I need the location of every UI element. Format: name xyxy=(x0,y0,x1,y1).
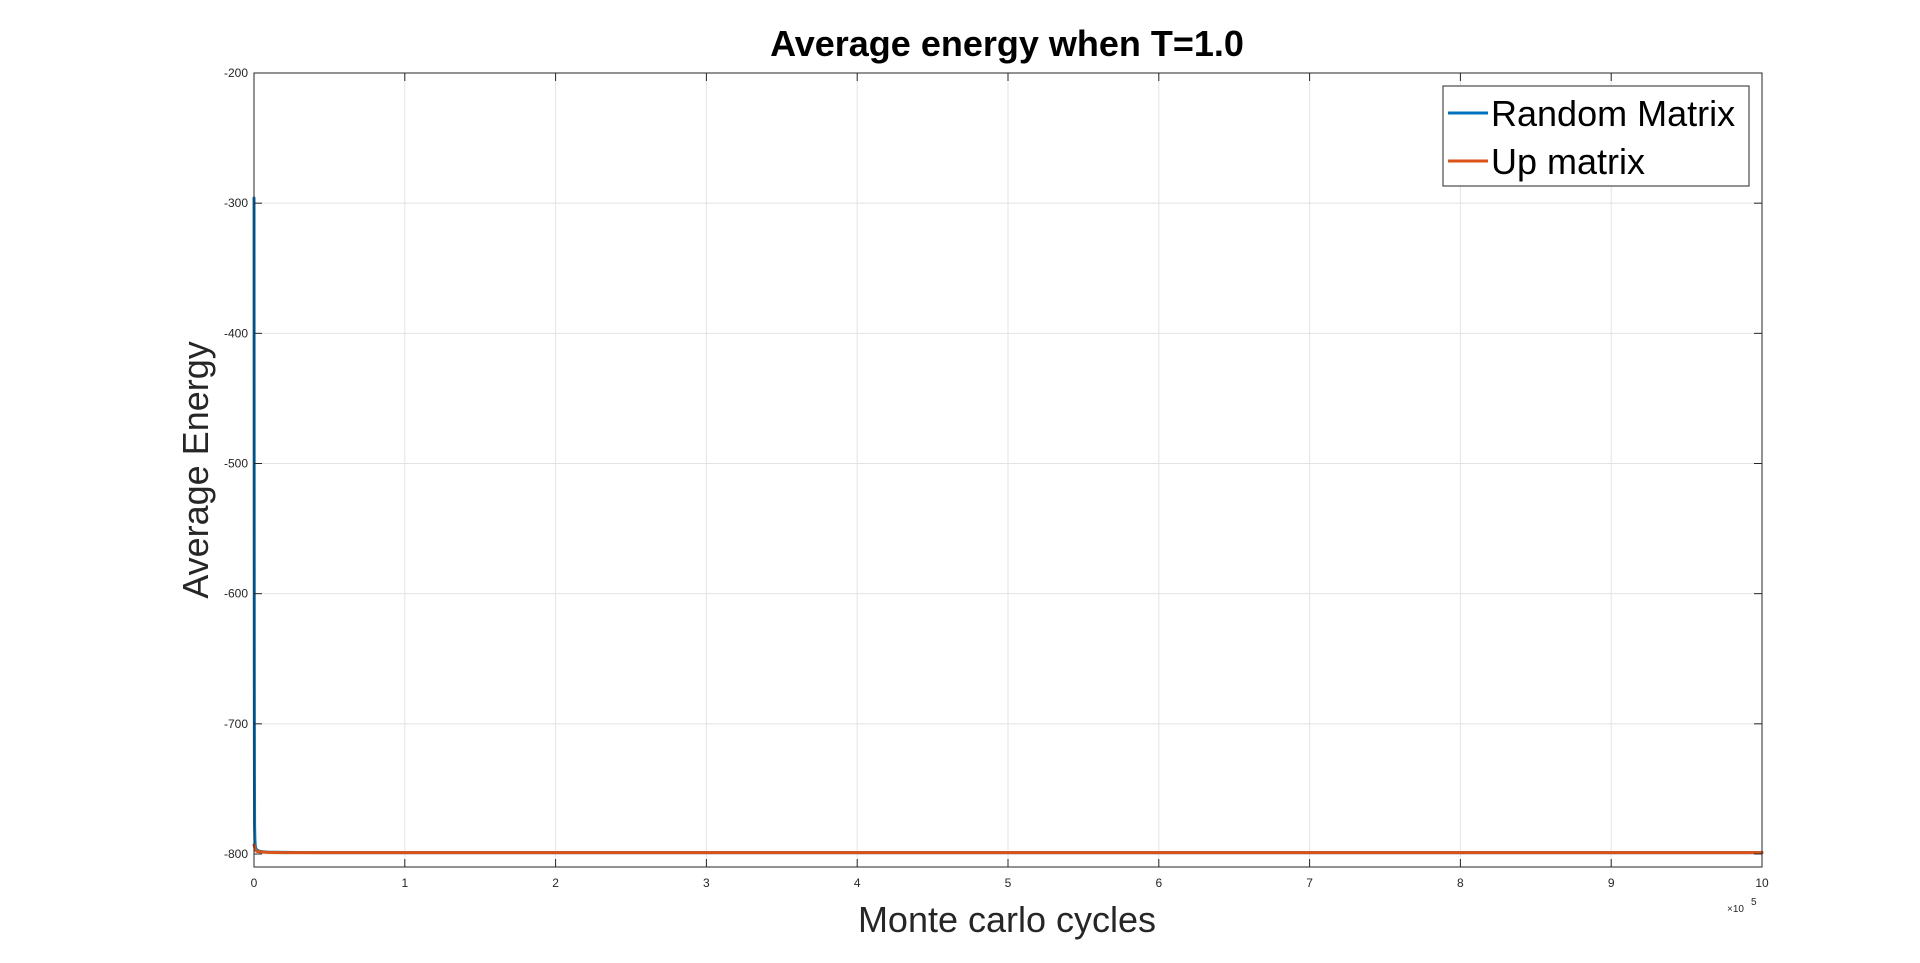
y-axis-title: Average Energy xyxy=(175,341,216,599)
y-tick-labels: -200 -300 -400 -500 -600 -700 -800 xyxy=(224,66,248,861)
x-tick-labels: 0 1 2 3 4 5 6 7 8 9 10 xyxy=(251,876,1769,890)
plot-area xyxy=(252,72,1764,868)
legend: Random Matrix Up matrix xyxy=(1442,85,1750,187)
legend-label-random-matrix: Random Matrix xyxy=(1491,93,1735,134)
y-tick-label: -400 xyxy=(224,326,248,340)
x-tick-label: 3 xyxy=(703,876,710,890)
x-tick-label: 4 xyxy=(854,876,861,890)
x-tick-label: 10 xyxy=(1755,876,1769,890)
x-tick-label: 1 xyxy=(401,876,408,890)
x-exponent-base: ×10 xyxy=(1727,904,1744,915)
x-tick-label: 5 xyxy=(1005,876,1012,890)
series-line-up-matrix xyxy=(252,843,1764,855)
legend-label-up-matrix: Up matrix xyxy=(1491,141,1645,182)
y-tick-label: -600 xyxy=(224,587,248,601)
y-tick-label: -200 xyxy=(224,66,248,80)
x-axis-exponent: ×10 5 xyxy=(1727,897,1757,915)
x-tick-label: 6 xyxy=(1155,876,1162,890)
x-tick-label: 8 xyxy=(1457,876,1464,890)
x-tick-label: 7 xyxy=(1306,876,1313,890)
x-axis-title: Monte carlo cycles xyxy=(858,899,1156,940)
x-tick-label: 2 xyxy=(552,876,559,890)
x-tick-label: 0 xyxy=(251,876,258,890)
x-exponent-power: 5 xyxy=(1751,897,1757,908)
chart-title: Average energy when T=1.0 xyxy=(770,23,1244,64)
tick-marks xyxy=(253,72,1763,867)
legend-box xyxy=(1442,85,1750,187)
y-tick-label: -800 xyxy=(224,847,248,861)
y-tick-label: -300 xyxy=(224,196,248,210)
y-tick-label: -500 xyxy=(224,456,248,470)
x-tick-label: 9 xyxy=(1608,876,1615,890)
y-tick-label: -700 xyxy=(224,717,248,731)
